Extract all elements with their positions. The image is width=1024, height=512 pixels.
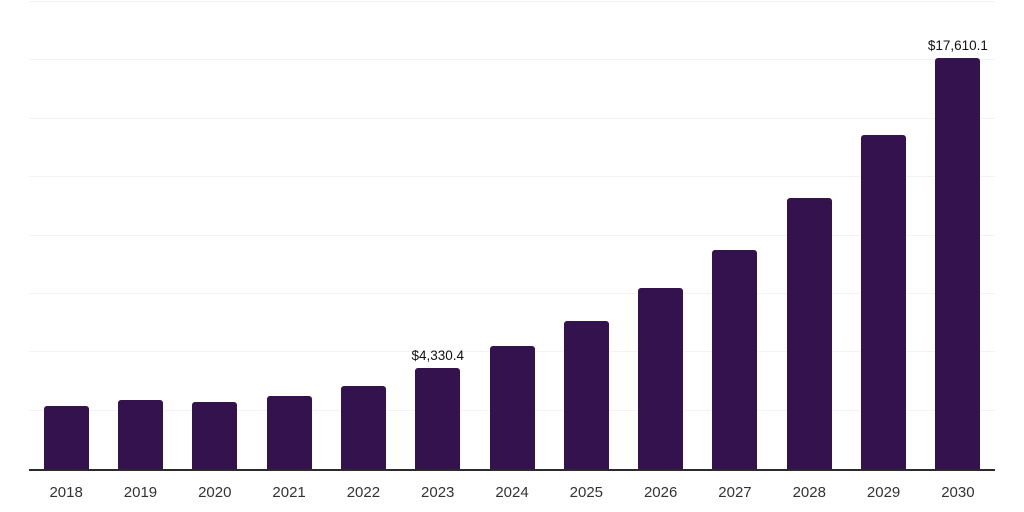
gridline (29, 234, 995, 236)
bar-2025 (563, 320, 609, 469)
bar-2030 (935, 57, 981, 469)
x-axis-line (29, 469, 995, 471)
bar-slot (103, 2, 177, 469)
bar-slot (698, 2, 772, 469)
bar-2029 (861, 134, 907, 469)
gridline (29, 292, 995, 294)
x-tick-label: 2026 (643, 484, 678, 501)
bar-2019 (117, 400, 163, 469)
bar-slot (549, 2, 623, 469)
x-tick-label: 2030 (941, 484, 975, 501)
bar-2022 (340, 386, 386, 469)
bar-slot (772, 2, 846, 469)
x-tick-label: 2018 (49, 484, 83, 501)
gridline (29, 59, 995, 61)
bar-slot (326, 2, 400, 469)
x-tick-label: 2025 (569, 484, 604, 501)
x-tick-label: 2027 (718, 484, 752, 501)
x-tick-label: 2022 (346, 484, 381, 501)
plot-area: $4,330.4 $17,610.1 (29, 1, 995, 469)
bar-value-label: $17,610.1 (927, 38, 988, 54)
x-tick-label: 2021 (272, 484, 306, 501)
x-tick-label: 2019 (123, 484, 158, 501)
bar-slot (475, 2, 549, 469)
bar-2027 (712, 249, 758, 469)
bar-2021 (266, 395, 312, 469)
bar-2024 (489, 345, 535, 469)
x-tick-label: 2024 (495, 484, 529, 501)
x-tick-label: 2023 (421, 484, 455, 501)
gridline (29, 1, 995, 2)
bar-2023 (415, 367, 461, 469)
bar-slot (846, 2, 920, 469)
bar-slot (252, 2, 326, 469)
bar-2028 (786, 198, 832, 469)
bars-container: $4,330.4 $17,610.1 (29, 2, 995, 469)
gridline (29, 117, 995, 119)
x-axis-labels: 2018 2019 2020 2021 2022 2023 2024 2025 2026 2027… (29, 484, 995, 501)
bar-2020 (192, 402, 238, 469)
bar-slot (624, 2, 698, 469)
x-tick-label: 2028 (792, 484, 826, 501)
bar-slot (178, 2, 252, 469)
gridline (29, 176, 995, 178)
bar-slot (29, 2, 103, 469)
bar-2026 (638, 288, 684, 469)
bar-value-label: $4,330.4 (411, 348, 464, 364)
bar-slot: $4,330.4 (401, 2, 475, 469)
x-tick-label: 2029 (866, 484, 901, 501)
bar-slot: $17,610.1 (921, 2, 995, 469)
bar-2018 (43, 405, 89, 469)
x-tick-label: 2020 (198, 484, 232, 501)
